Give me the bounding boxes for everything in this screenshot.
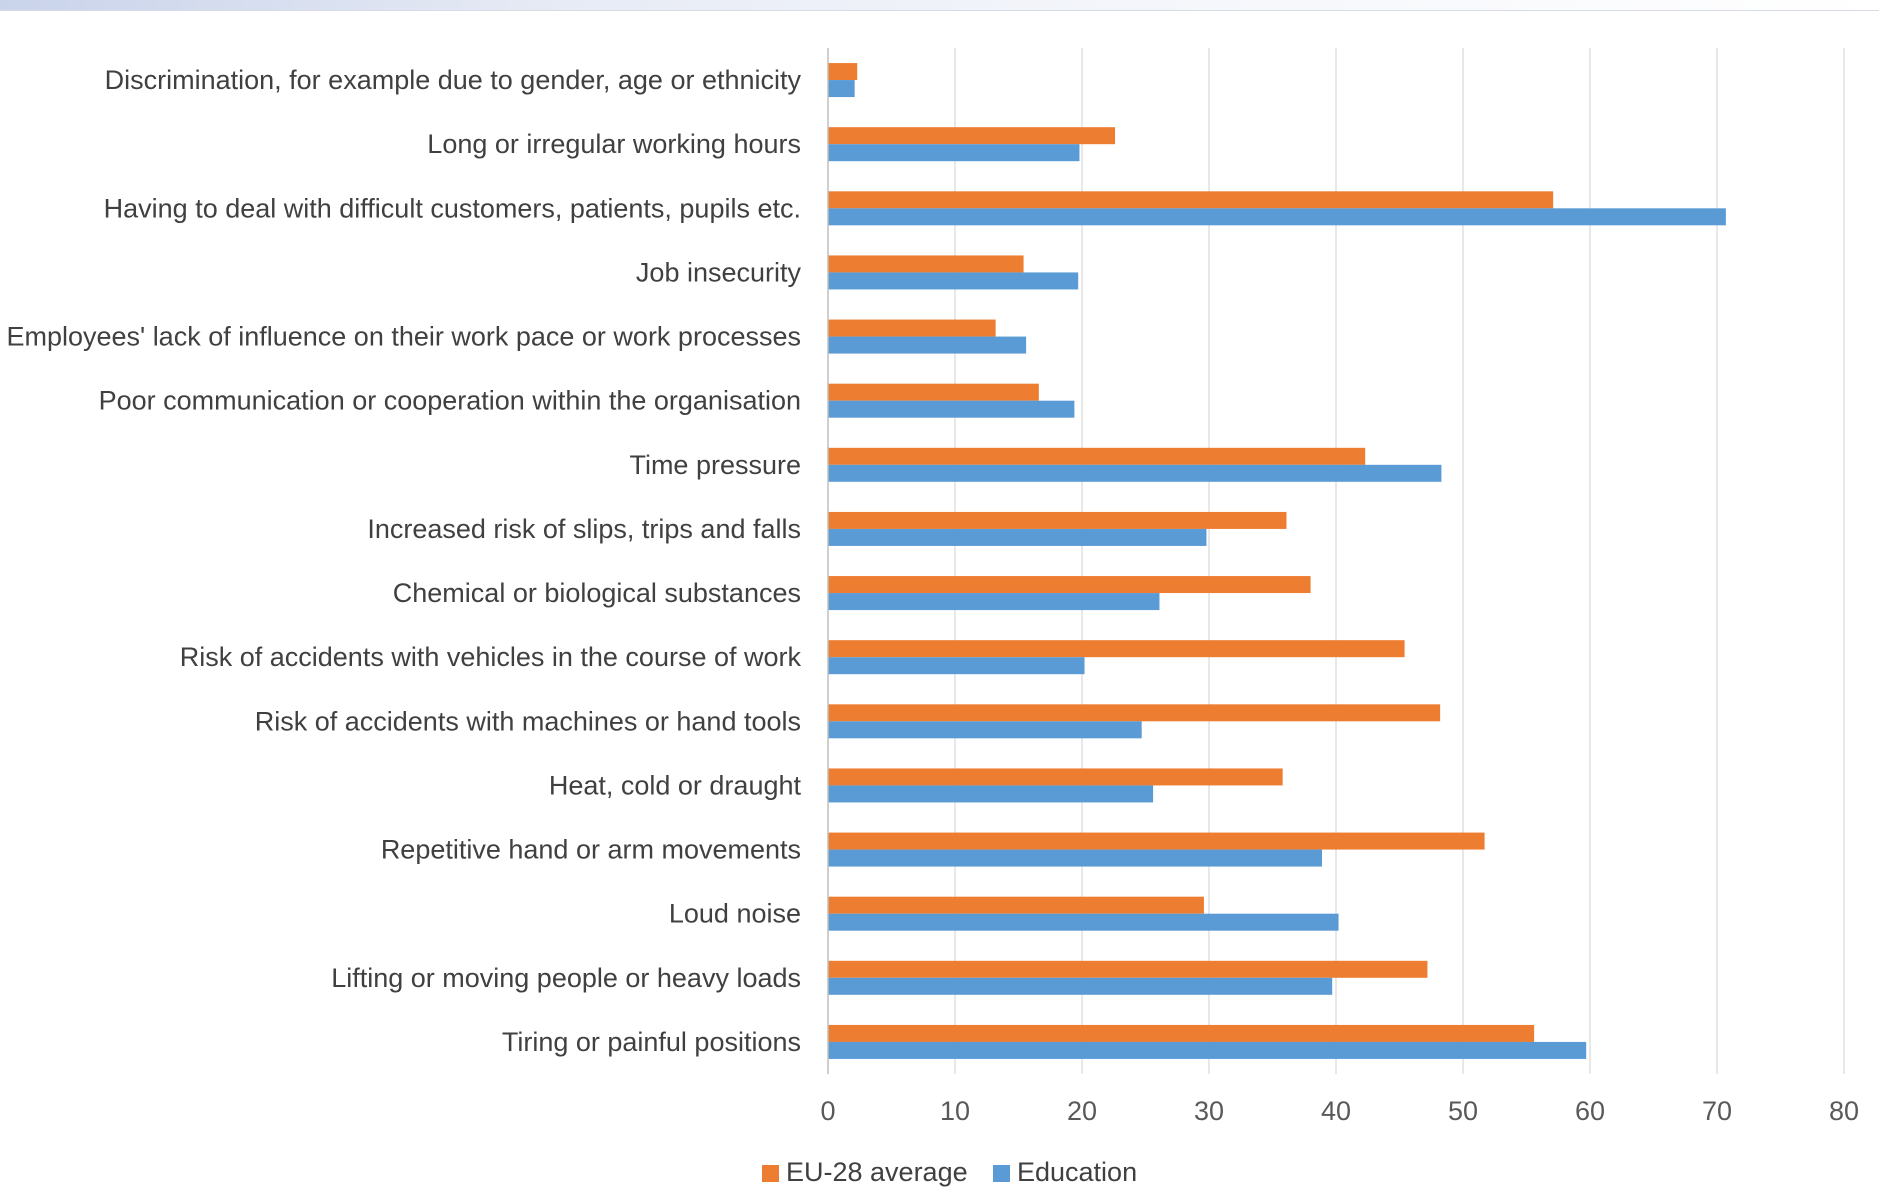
bar-education [828,593,1160,611]
legend-swatch [993,1165,1010,1182]
legend-swatch [762,1165,779,1182]
legend-item-education[interactable]: Education [993,1157,1137,1187]
category-label: Job insecurity [636,257,802,287]
bar-education [828,657,1085,675]
bar-eu28-average [828,640,1405,658]
x-tick-label: 70 [1702,1096,1732,1126]
x-tick-label: 80 [1829,1096,1859,1126]
bar-eu28-average [828,383,1039,401]
window-top-strip [0,0,1879,11]
bars [828,63,1726,1059]
legend-label: EU-28 average [786,1157,968,1187]
x-tick-label: 50 [1448,1096,1478,1126]
bar-education [828,785,1154,803]
bar-eu28-average [828,576,1311,594]
x-tick-label: 0 [820,1096,835,1126]
bar-education [828,144,1080,162]
bar-education [828,721,1142,739]
bar-education [828,849,1323,867]
category-label: Heat, cold or draught [549,770,802,800]
bar-education [828,528,1207,546]
bar-eu28-average [828,511,1287,529]
bar-eu28-average [828,896,1204,914]
bar-eu28-average [828,768,1283,786]
bar-education [828,977,1333,995]
bar-education [828,1041,1587,1059]
bar-eu28-average [828,255,1024,273]
bar-education [828,336,1027,354]
x-tick-label: 20 [1067,1096,1097,1126]
bar-education [828,208,1726,226]
bar-eu28-average [828,960,1428,978]
bar-eu28-average [828,1024,1535,1042]
gridlines [954,48,1845,1074]
bar-eu28-average [828,832,1485,850]
category-label: Poor communication or cooperation within… [99,386,801,416]
category-label: Loud noise [669,899,801,929]
category-label: Repetitive hand or arm movements [381,835,801,865]
x-tick-label: 30 [1194,1096,1224,1126]
bar-education [828,272,1079,290]
legend-item-eu28-average[interactable]: EU-28 average [762,1157,968,1187]
bar-education [828,80,855,98]
bar-eu28-average [828,704,1441,722]
bar-education [828,400,1075,418]
category-label: Having to deal with difficult customers,… [104,193,801,223]
category-label: Increased risk of slips, trips and falls [367,514,801,544]
category-labels: Discrimination, for example due to gende… [6,65,801,1057]
x-tick-label: 40 [1321,1096,1351,1126]
category-label: Risk of accidents with machines or hand … [255,706,801,736]
category-label: Long or irregular working hours [427,129,801,159]
category-label: Lifting or moving people or heavy loads [331,963,801,993]
legend[interactable]: EU-28 average Education [762,1157,1137,1187]
x-tick-label: 60 [1575,1096,1605,1126]
x-tick-labels: 0 10 20 30 40 50 60 70 80 [820,1096,1859,1126]
category-label: Chemical or biological substances [393,578,801,608]
bar-eu28-average [828,447,1366,465]
bar-education [828,464,1442,482]
bar-education [828,913,1339,931]
bar-eu28-average [828,63,858,81]
category-label: Discrimination, for example due to gende… [105,65,802,95]
bar-eu28-average [828,127,1116,145]
category-label: Time pressure [629,450,801,480]
legend-label: Education [1017,1157,1137,1187]
x-tick-label: 10 [940,1096,970,1126]
category-label: Risk of accidents with vehicles in the c… [180,642,802,672]
category-label: Tiring or painful positions [502,1027,801,1057]
bar-eu28-average [828,191,1554,209]
bar-eu28-average [828,319,996,337]
category-label: Employees' lack of influence on their wo… [6,322,801,352]
